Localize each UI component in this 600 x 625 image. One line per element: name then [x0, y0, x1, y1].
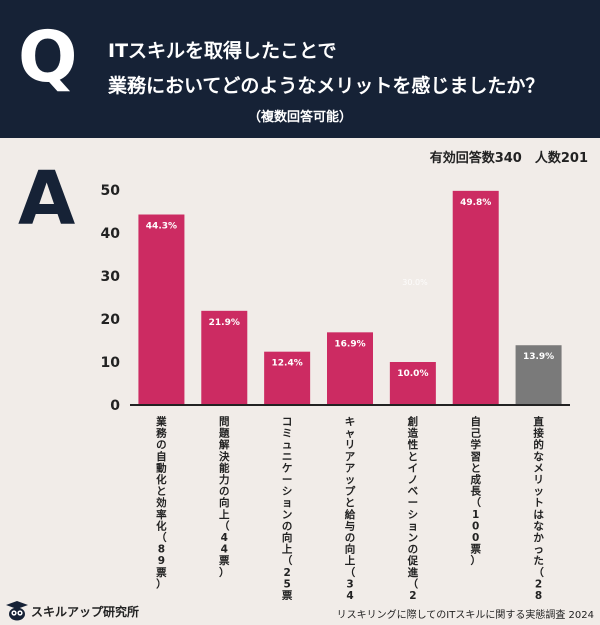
category-label: 創造性とイノベーションの促進（20票）: [407, 415, 419, 600]
answer-mark-letter: A: [18, 156, 76, 242]
bar: [138, 214, 185, 405]
bar-value-label: 21.9%: [209, 318, 240, 328]
bar-value-label: 13.9%: [523, 352, 554, 362]
bar: [452, 190, 499, 405]
category-label: 業務の自動化と効率化（ 8 9 票）: [155, 415, 167, 590]
bar-chart: 0 10 20 30 40 50 30.0% 44.3% 業務の自動化と効率化（ 8 9 票） 21.9…: [101, 183, 570, 600]
question-line-2: 業務においてどのようなメリットを感じましたか？: [108, 75, 545, 97]
question-note: （複数回答可能）: [247, 110, 352, 125]
survey-source: リスキリングに際してのITスキルに関する実態調査 2024: [336, 610, 594, 621]
question-line-1: ITスキルを取得したことで: [108, 40, 337, 62]
category-label: 直接的なメリットはなかった（28票）: [533, 415, 544, 600]
bar-value-label: 12.4%: [272, 359, 303, 369]
y-tick-label: 0: [110, 398, 120, 414]
y-tick-label: 30: [101, 269, 121, 285]
category-label: 自己学習と成長（ 1 0 0 票）: [470, 415, 481, 567]
bar-value-label: 49.8%: [460, 198, 491, 208]
brand-name: スキルアップ研究所: [31, 604, 140, 619]
category-label: キャリアアップと給与の向上（34票）: [345, 416, 356, 600]
bar: [201, 310, 248, 405]
question-banner: Q ITスキルを取得したことで 業務においてどのようなメリットを感じましたか？ …: [0, 0, 600, 138]
y-tick-label: 10: [101, 355, 121, 371]
bar: [515, 345, 562, 405]
brand-logo: スキルアップ研究所: [6, 600, 139, 622]
bar-value-label: 16.9%: [334, 339, 365, 349]
y-tick-label: 50: [101, 183, 121, 199]
bar-value-label: 44.3%: [146, 222, 177, 232]
bar-value-label: 10.0%: [397, 369, 428, 379]
bar: [264, 351, 311, 405]
question-mark-letter: Q: [18, 16, 78, 98]
y-tick-label: 20: [101, 312, 121, 328]
watermark-label: 30.0%: [402, 278, 428, 287]
respondent-count: 有効回答数340 人数201: [429, 151, 588, 166]
category-label: 問題解決能力の向上（ 4 4 票）: [218, 416, 230, 579]
owl-mascot-icon: [6, 601, 28, 621]
bar: [389, 362, 436, 405]
bar: [327, 332, 373, 405]
y-tick-label: 40: [101, 226, 121, 242]
category-label: コミュニケーションの向上（25票）: [282, 416, 293, 600]
